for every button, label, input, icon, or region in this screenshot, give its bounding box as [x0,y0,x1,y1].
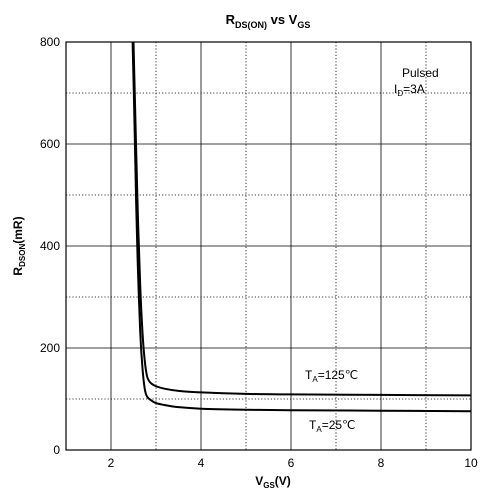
y-tick-label: 200 [40,341,60,355]
series-line-25c [131,41,472,413]
x-axis-label: VGS(V) [255,474,291,490]
y-tick-label: 600 [40,137,60,151]
x-tick-label: 2 [108,456,115,470]
x-tick-label: 4 [198,456,205,470]
series-line-125c [132,41,472,397]
tick-labels: 2 4 6 8 10 0 200 400 600 800 [40,35,478,470]
series-label-125c: TA=125℃ [305,368,358,384]
y-tick-label: 400 [40,239,60,253]
x-tick-label: 8 [378,456,385,470]
plot-frame [65,41,472,451]
curves [131,41,472,413]
grid [66,42,471,450]
series-label-25c: TA=25℃ [309,418,356,434]
y-tick-label: 0 [53,443,60,457]
y-tick-label: 800 [40,35,60,49]
annotation-current: ID=3A [394,82,425,98]
y-axis-label: RDSON(mR) [11,216,27,275]
x-tick-label: 10 [464,456,478,470]
x-tick-label: 6 [288,456,295,470]
chart-title: RDS(ON) vs VGS [226,12,311,30]
annotation-pulsed: Pulsed [402,66,439,80]
